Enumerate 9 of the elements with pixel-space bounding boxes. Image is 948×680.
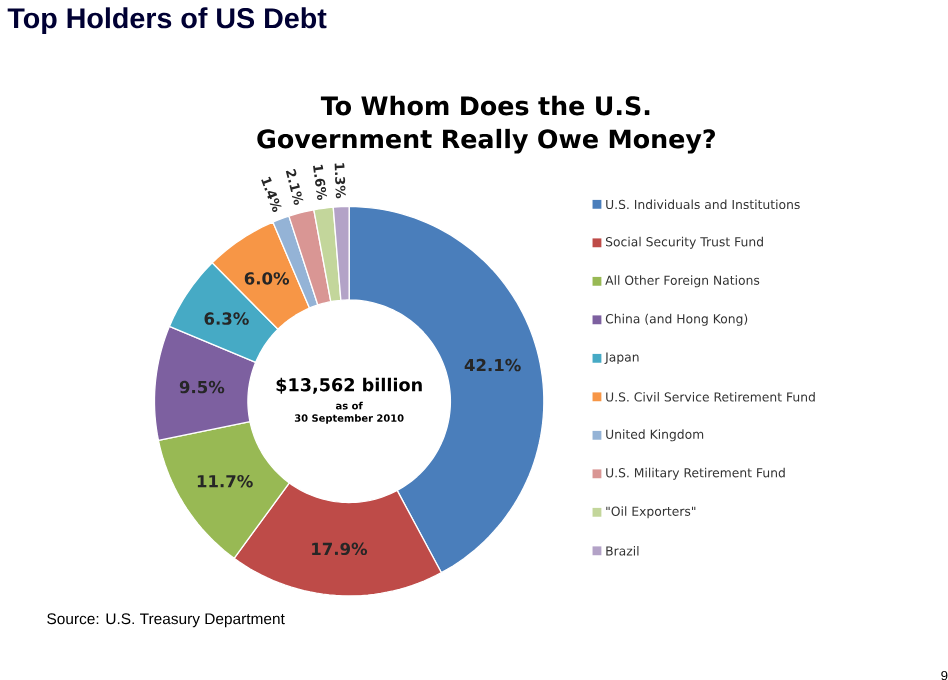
data-label: 6.0%	[244, 272, 290, 285]
data-label: 9.5%	[179, 380, 225, 394]
data-label: 17.9%	[312, 542, 368, 555]
data-label: 6.3%	[204, 312, 249, 325]
chart-subtitle: To Whom Does the U.S. Government Really Owe Money?	[257, 95, 715, 154]
data-label: 11.7%	[197, 474, 253, 488]
chart-title: Top Holders of US Debt	[7, 7, 327, 34]
text: $13,562 billion	[276, 377, 422, 394]
data-label: 42.1%	[464, 358, 521, 372]
